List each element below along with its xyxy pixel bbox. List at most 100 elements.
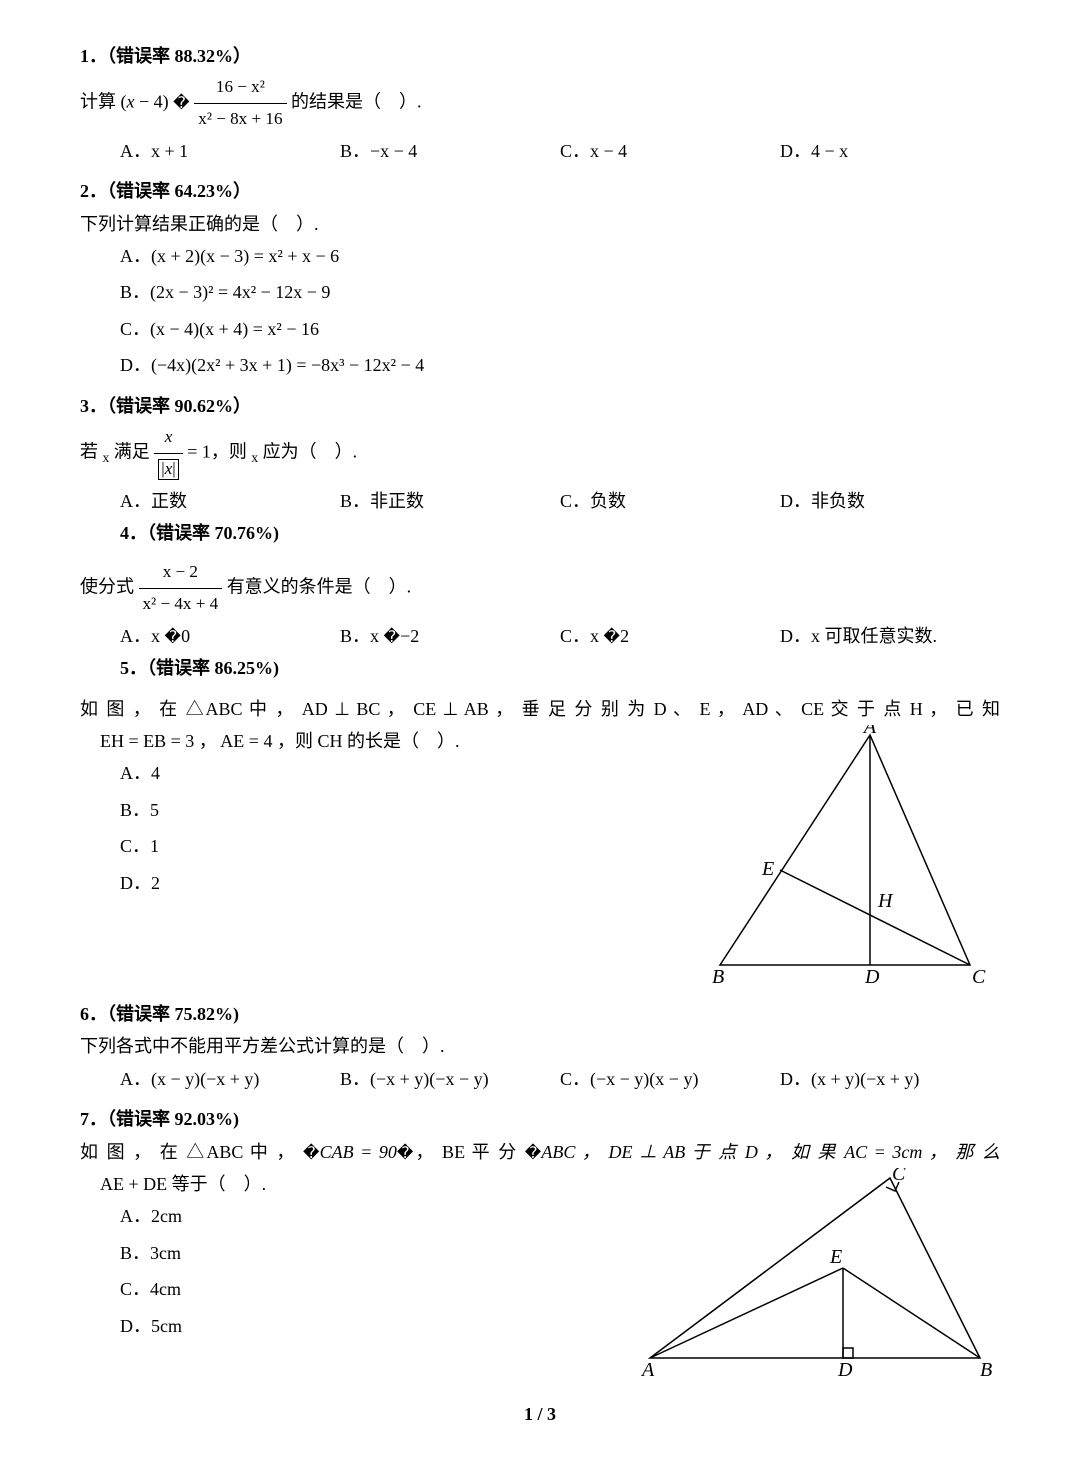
q7-label-E: E [829, 1246, 842, 1268]
q3-mid2: = 1，则 [183, 441, 252, 461]
question-1: 1．（错误率 88.32%） 计算 (x − 4) � 16 − x² x² −… [80, 40, 1000, 167]
q7-optD: D．5cm [120, 1310, 630, 1342]
q4-optA: A．x �0 [120, 620, 340, 652]
q5-triangle [720, 735, 970, 965]
q4-optA-post: 0 [181, 626, 190, 646]
q4-stem: 使分式 x − 2 x² − 4x + 4 有意义的条件是（ ）. [80, 557, 1000, 620]
question-4: 使分式 x − 2 x² − 4x + 4 有意义的条件是（ ）. A．x �0… [80, 557, 1000, 684]
q2-optB: B．(2x − 3)² = 4x² − 12x − 9 [120, 276, 1000, 308]
q4-options: A．x �0 B．x �−2 C．x �2 D．x 可取任意实数. [120, 620, 1000, 652]
q5-options: A．4 B．5 C．1 D．2 [120, 757, 700, 899]
q6-optB: B．(−x + y)(−x − y) [340, 1063, 560, 1095]
page-number: 1 / 3 [80, 1398, 1000, 1430]
q5-label-B: B [712, 966, 724, 988]
q5-optB: B．5 [120, 794, 700, 826]
q1-marker: � [173, 89, 190, 118]
q7-angle1-marker: � [303, 1139, 320, 1168]
q7-line-AE [650, 1268, 843, 1358]
q3-optD: D．非负数 [780, 485, 1000, 517]
q1-frac-num: 16 − x² [194, 72, 286, 104]
q4-optB: B．x �−2 [340, 620, 560, 652]
q4-optB-post: −2 [400, 626, 419, 646]
q5-triangle-svg: A B C D E H [700, 725, 1000, 990]
q7-stem1: 如 图 ， 在 △ABC 中 ， �CAB = 90�， BE 平 分 �ABC… [80, 1136, 1000, 1168]
q4-optC-marker: � [604, 623, 621, 652]
q1-optD: D．4 − x [780, 135, 1000, 167]
q4-post: 有意义的条件是（ ）. [227, 577, 412, 597]
q1-fraction: 16 − x² x² − 8x + 16 [194, 72, 286, 135]
q3-pre: 若 [80, 441, 103, 461]
q4-optA-marker: � [165, 623, 182, 652]
q5-label-E: E [761, 858, 774, 880]
question-3: 3．（错误率 90.62%） 若 x 满足 x |x||x| = 1，则 x 应… [80, 390, 1000, 550]
q3-post: 应为（ ）. [258, 441, 357, 461]
q6-optA: A．(x − y)(−x + y) [120, 1063, 340, 1095]
q3-frac-num-x: x [165, 427, 173, 446]
q5-label-D: D [864, 966, 880, 988]
q7-optA: A．2cm [120, 1200, 630, 1232]
q6-options: A．(x − y)(−x + y) B．(−x + y)(−x − y) C．(… [120, 1063, 1000, 1095]
q5-header: 5．（错误率 86.25%) [120, 652, 1000, 684]
question-6: 6．（错误率 75.82%) 下列各式中不能用平方差公式计算的是（ ）. A．(… [80, 998, 1000, 1095]
q3-optC: C．负数 [560, 485, 780, 517]
q7-triangle [650, 1178, 980, 1358]
q5-label-C: C [972, 966, 986, 988]
q6-optC: C．(−x − y)(x − y) [560, 1063, 780, 1095]
q7-optB: B．3cm [120, 1237, 630, 1269]
q3-header: 3．（错误率 90.62%） [80, 390, 1000, 422]
q7-triangle-svg: A B C D E [630, 1168, 1000, 1378]
q7-stem1a: 如 图 ， 在 △ABC 中 ， [80, 1142, 303, 1162]
q1-stem-post: 的结果是（ ）. [291, 92, 422, 112]
q4-optD: D．x 可取任意实数. [780, 620, 1000, 652]
q4-optC-post: 2 [620, 626, 629, 646]
q6-optD: D．(x + y)(−x + y) [780, 1063, 1000, 1095]
q2-optD: D．(−4x)(2x² + 3x + 1) = −8x³ − 12x² − 4 [120, 349, 1000, 381]
q3-stem: 若 x 满足 x |x||x| = 1，则 x 应为（ ）. [80, 422, 1000, 485]
q2-optC: C．(x − 4)(x + 4) = x² − 16 [120, 313, 1000, 345]
q2-optA: A．(x + 2)(x − 3) = x² + x − 6 [120, 240, 1000, 272]
q1-header: 1．（错误率 88.32%） [80, 40, 1000, 72]
question-7: 7．（错误率 92.03%) 如 图 ， 在 △ABC 中 ， �CAB = 9… [80, 1103, 1000, 1378]
q3-optA: A．正数 [120, 485, 340, 517]
q5-figure: A B C D E H [700, 725, 1000, 990]
q1-optB: B．−x − 4 [340, 135, 560, 167]
q4-frac-den: x² − 4x + 4 [139, 589, 223, 620]
q4-optB-marker: � [384, 623, 401, 652]
q3-abs-box: |x||x| [158, 459, 178, 480]
q4-optC: C．x �2 [560, 620, 780, 652]
q3-mid1: 满足 [109, 441, 154, 461]
q7-label-A: A [640, 1359, 655, 1378]
q7-label-B: B [980, 1359, 992, 1378]
q5-optC: C．1 [120, 830, 700, 862]
q3-fraction: x |x||x| [154, 422, 182, 485]
q4-optB-pre: B．x [340, 626, 384, 646]
q7-stem1c: ， BE 平 分 [413, 1142, 524, 1162]
q7-angle2-marker: � [525, 1139, 542, 1168]
q4-optA-pre: A．x [120, 626, 165, 646]
q6-stem: 下列各式中不能用平方差公式计算的是（ ）. [80, 1030, 1000, 1062]
q7-stem1d: ABC ， DE ⊥ AB 于 点 D ， 如 果 AC = 3cm ， 那 么 [541, 1142, 1000, 1162]
q5-stem1: 如 图 ， 在 △ABC 中 ， AD ⊥ BC ， CE ⊥ AB ， 垂 足… [80, 693, 1000, 725]
q7-left: AE + DE 等于（ ）. A．2cm B．3cm C．4cm D．5cm [80, 1168, 630, 1346]
q4-fraction: x − 2 x² − 4x + 4 [139, 557, 223, 620]
q4-optC-pre: C．x [560, 626, 604, 646]
q4-header: 4．（错误率 70.76%) [120, 517, 1000, 549]
q1-x: x [127, 92, 135, 112]
q7-stem1b: CAB = 90 [320, 1142, 397, 1162]
q7-label-D: D [837, 1359, 853, 1378]
q7-header: 7．（错误率 92.03%) [80, 1103, 1000, 1135]
q7-figure: A B C D E [630, 1168, 1000, 1378]
q2-header: 2．（错误率 64.23%） [80, 175, 1000, 207]
q4-frac-num: x − 2 [139, 557, 223, 589]
q7-stem2: AE + DE 等于（ ）. [100, 1168, 630, 1200]
q5-stem2: EH = EB = 3 ， AE = 4 ，则 CH 的长是（ ）. [100, 725, 700, 757]
q5-body-with-fig: EH = EB = 3 ， AE = 4 ，则 CH 的长是（ ）. A．4 B… [80, 725, 1000, 990]
q5-label-H: H [877, 890, 894, 912]
q5-left: EH = EB = 3 ， AE = 4 ，则 CH 的长是（ ）. A．4 B… [80, 725, 700, 903]
q2-stem: 下列计算结果正确的是（ ）. [80, 208, 1000, 240]
q5-optA: A．4 [120, 757, 700, 789]
q3-optB: B．非正数 [340, 485, 560, 517]
q1-optA: A．x + 1 [120, 135, 340, 167]
q1-stem: 计算 (x − 4) � 16 − x² x² − 8x + 16 的结果是（ … [80, 72, 1000, 135]
q1-optC: C．x − 4 [560, 135, 780, 167]
